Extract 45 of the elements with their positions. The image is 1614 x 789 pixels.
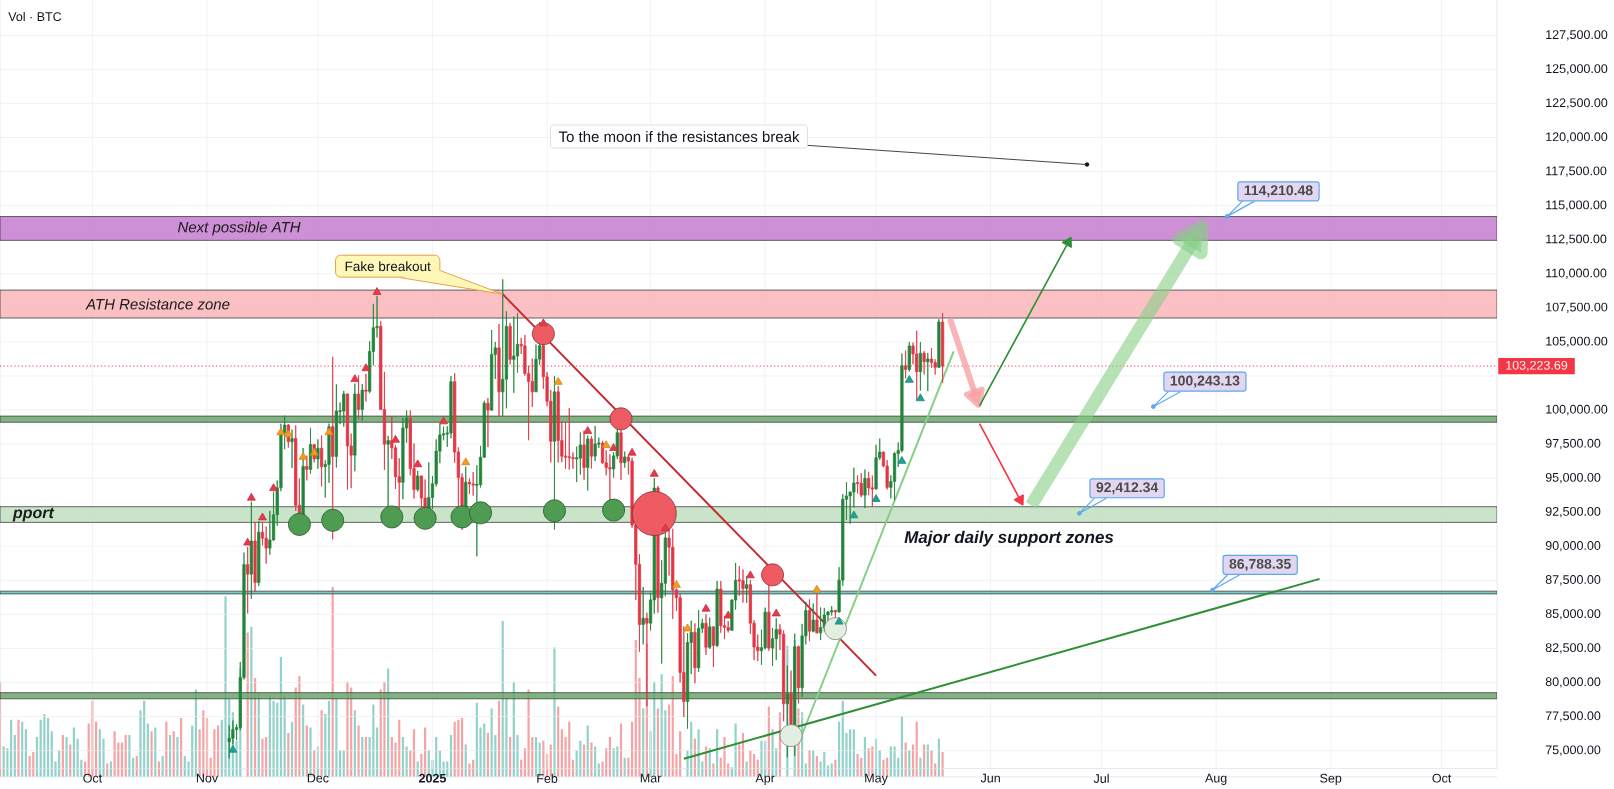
annotation: 86,788.35 [1229, 558, 1291, 571]
y-tick-label: 90,000.00 [1545, 541, 1601, 552]
annotation: 114,210.48 [1244, 185, 1313, 198]
y-tick-label: 120,000.00 [1546, 132, 1608, 143]
y-tick-label: 122,500.00 [1546, 98, 1608, 109]
y-tick-label: 107,500.00 [1546, 302, 1608, 313]
y-tick-label: 85,000.00 [1545, 609, 1601, 620]
ref-line-label: 103,223.69 [1506, 360, 1568, 372]
x-tick-label: Jun [980, 773, 1000, 783]
x-tick-label: Feb [537, 773, 558, 783]
annotation: 92,412.34 [1096, 482, 1159, 495]
x-tick-label: 2025 [419, 773, 447, 783]
annotation: Fake breakout [345, 261, 431, 272]
annotation: Major daily support zones [904, 530, 1114, 547]
y-tick-label: 82,500.00 [1545, 643, 1601, 654]
y-tick-label: 97,500.00 [1545, 438, 1601, 450]
x-tick-label: Dec [307, 773, 329, 783]
y-tick-label: 80,000.00 [1545, 677, 1601, 688]
band-label: pport [12, 507, 55, 522]
y-tick-label: 127,500.00 [1546, 30, 1608, 41]
y-tick-label: 112,500.00 [1546, 234, 1607, 245]
annotation: To the moon if the resistances break [558, 131, 800, 143]
y-tick-label: 115,000.00 [1546, 200, 1607, 211]
x-tick-label: Sep [1320, 773, 1342, 786]
y-tick-label: 100,000.00 [1546, 404, 1608, 416]
annotation: 100,243.13 [1170, 375, 1240, 388]
y-tick-label: 92,500.00 [1545, 506, 1601, 518]
x-tick-label: Oct [1432, 773, 1452, 783]
band-label: ATH Resistance zone [85, 298, 230, 310]
y-tick-label: 125,000.00 [1546, 64, 1608, 75]
x-tick-label: Aug [1205, 773, 1227, 785]
band-label: Next possible ATH [177, 221, 301, 236]
y-tick-label: 87,500.00 [1545, 575, 1601, 586]
x-tick-label: Mar [640, 773, 662, 783]
x-tick-label: Oct [83, 773, 103, 783]
y-tick-label: 95,000.00 [1545, 472, 1601, 484]
x-tick-label: May [865, 773, 888, 785]
x-tick-label: Apr [755, 773, 775, 785]
x-tick-label: Nov [196, 773, 219, 783]
y-tick-label: 105,000.00 [1546, 336, 1608, 348]
x-tick-label: Jul [1093, 773, 1109, 783]
y-tick-label: 117,500.00 [1546, 166, 1607, 177]
y-tick-label: 75,000.00 [1545, 745, 1601, 756]
y-tick-label: 110,000.00 [1546, 268, 1607, 279]
y-tick-label: 77,500.00 [1545, 711, 1601, 722]
